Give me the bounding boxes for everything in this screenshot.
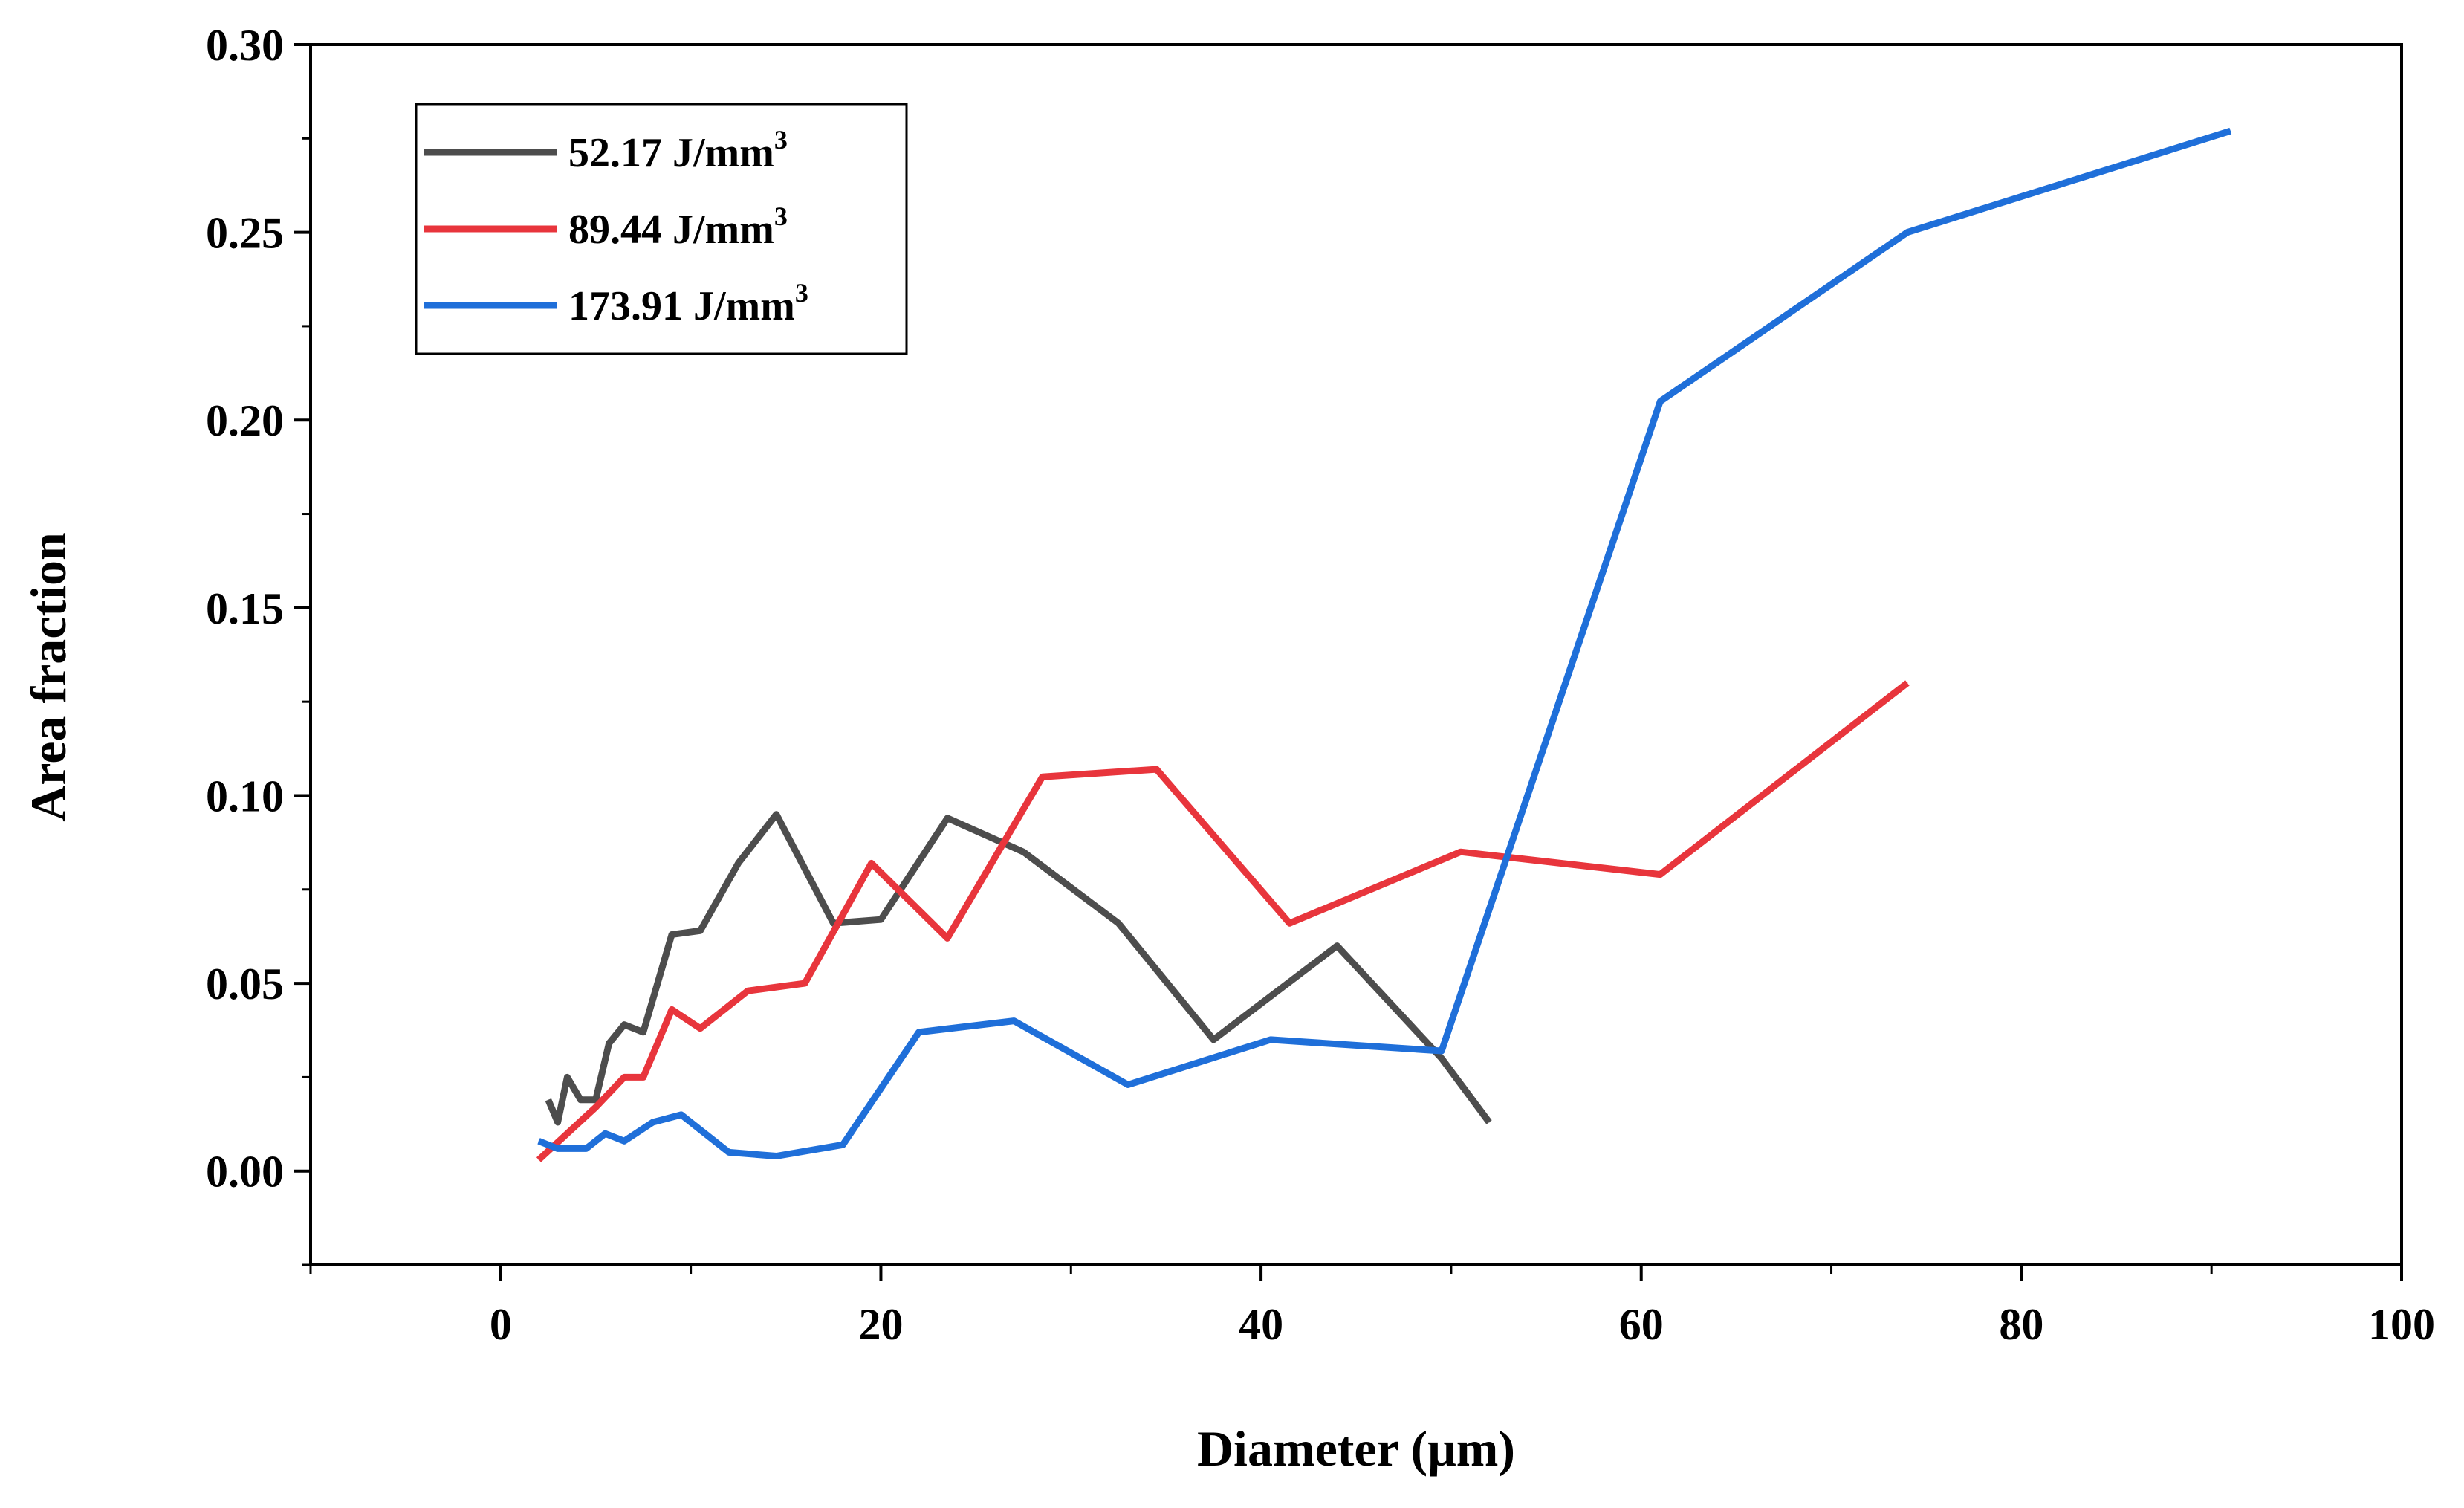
data-point <box>1289 922 1290 924</box>
x-axis-title: Diameter (μm) <box>1197 1420 1515 1477</box>
data-point <box>947 937 948 939</box>
data-point <box>699 1028 701 1029</box>
x-tick-label: 100 <box>2368 1300 2435 1349</box>
series-lines <box>536 127 2232 1162</box>
data-point <box>595 1099 597 1101</box>
x-tick-label: 60 <box>1619 1300 1664 1349</box>
data-point <box>605 1133 606 1134</box>
data-point <box>1155 768 1157 770</box>
data-point <box>1127 1084 1129 1085</box>
data-point <box>1336 945 1338 947</box>
data-point <box>833 922 834 924</box>
x-tick-label: 40 <box>1239 1300 1283 1349</box>
x-tick-label: 80 <box>1999 1300 2043 1349</box>
data-point <box>623 1024 625 1026</box>
y-tick-label: 0.05 <box>206 960 284 1009</box>
x-tick-label: 20 <box>858 1300 903 1349</box>
data-point <box>580 1099 581 1101</box>
data-point <box>1270 1039 1271 1041</box>
data-point <box>1659 401 1661 402</box>
y-tick-label: 0.25 <box>206 209 284 258</box>
y-tick-label: 0.30 <box>206 21 284 70</box>
data-point <box>1118 922 1119 924</box>
series-line-3 <box>537 127 2232 1159</box>
y-tick-label: 0.20 <box>206 396 284 445</box>
legend: 52.17 J/mm3 89.44 J/mm3 173.91 J/mm3 <box>415 103 908 355</box>
data-point <box>738 862 739 864</box>
y-tick-label: 0.10 <box>206 771 284 821</box>
data-point <box>2230 130 2231 132</box>
data-point <box>1488 1122 1490 1123</box>
data-point <box>557 1148 559 1149</box>
data-point <box>1659 874 1661 876</box>
y-axis-title: Area fraction <box>20 532 77 822</box>
legend-label-1: 52.17 J/mm3 <box>568 125 788 176</box>
data-point <box>652 1122 653 1123</box>
data-point <box>871 862 872 864</box>
data-point <box>1213 1039 1214 1041</box>
x-tick-label: 0 <box>490 1300 512 1349</box>
y-tick-label: 0.15 <box>206 584 284 633</box>
legend-label-2: 89.44 J/mm3 <box>568 201 788 253</box>
data-point <box>623 1076 625 1078</box>
legend-label-3: 173.91 J/mm3 <box>568 278 808 329</box>
data-point <box>566 1076 568 1078</box>
data-point <box>728 1151 730 1153</box>
plot-frame <box>309 43 2403 1266</box>
axes: 0 20 40 60 80 100 0.00 0.05 0.10 0.15 0.20 0.25 0.30 <box>206 21 2435 1349</box>
data-point <box>623 1140 625 1142</box>
data-point <box>776 814 777 815</box>
series-line-2 <box>536 680 1910 1162</box>
y-tick-label: 0.00 <box>206 1148 284 1197</box>
data-point <box>557 1122 559 1123</box>
